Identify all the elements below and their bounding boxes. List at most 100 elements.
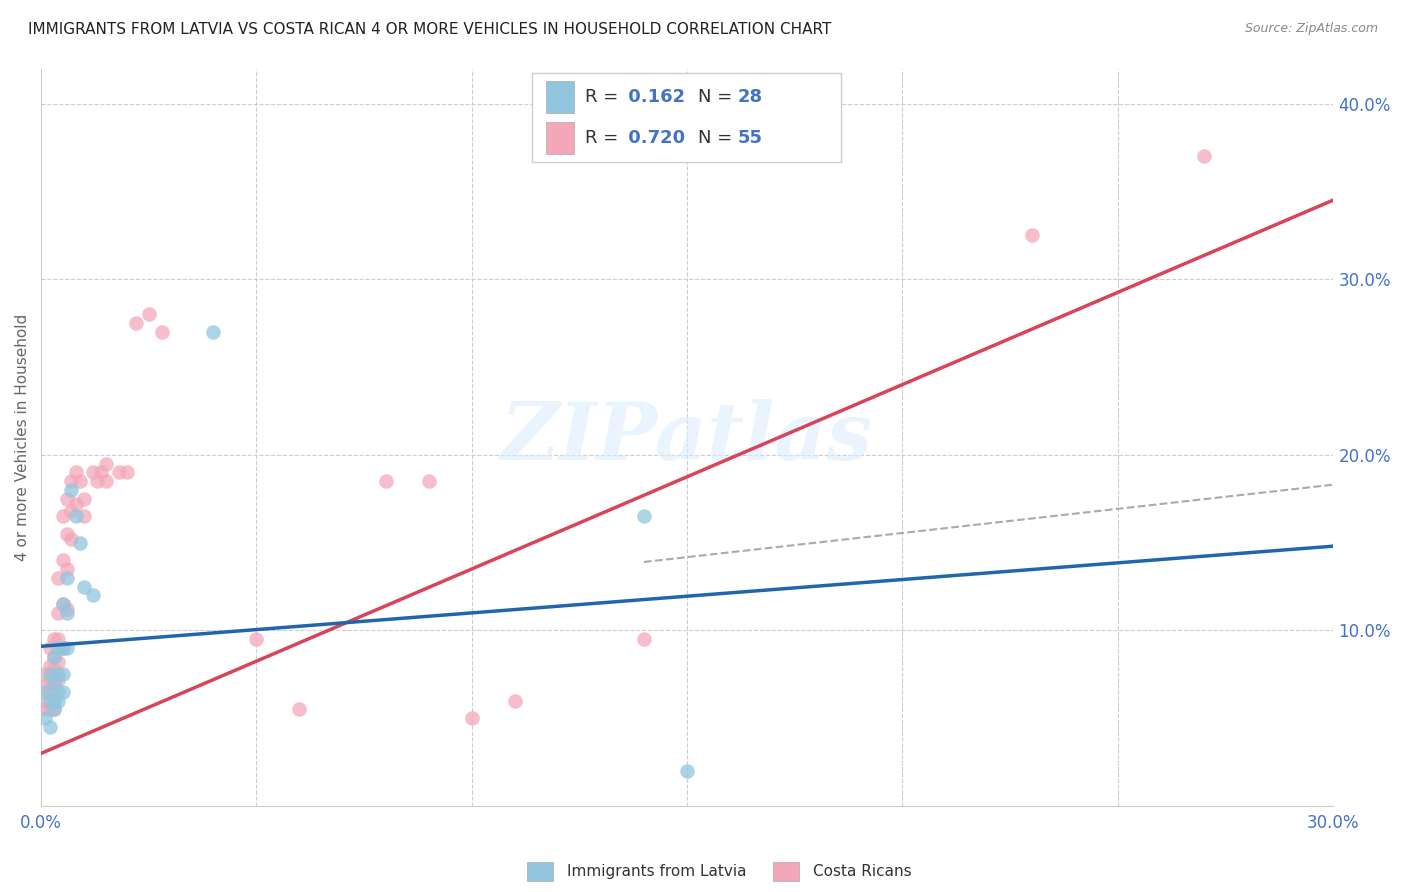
Point (46, 606, 69, 620)
Point (82, 588, 104, 602)
Point (42, 690, 65, 705)
Text: 55: 55 (737, 129, 762, 147)
Point (34, 694, 56, 708)
Text: 28: 28 (737, 88, 762, 106)
FancyBboxPatch shape (531, 73, 841, 162)
Point (38, 673, 60, 687)
Point (90, 466, 112, 480)
Point (202, 325, 225, 339)
Point (52, 685, 75, 699)
Point (46, 571, 69, 585)
Point (46, 632, 69, 647)
Point (73, 491, 96, 506)
Point (69, 474, 91, 488)
Point (461, 711, 484, 725)
Point (65, 466, 87, 480)
Point (46, 640, 69, 655)
Point (34, 711, 56, 725)
Point (42, 649, 65, 664)
Point (676, 764, 699, 778)
Text: N =: N = (697, 88, 738, 106)
Point (150, 325, 173, 339)
Point (60, 483, 83, 497)
Point (73, 580, 96, 594)
Point (38, 658, 60, 673)
Point (107, 466, 129, 480)
FancyBboxPatch shape (546, 122, 574, 154)
Point (38, 694, 60, 708)
Point (56, 527, 79, 541)
Point (42, 694, 65, 708)
Point (82, 466, 104, 480)
Point (46, 655, 69, 669)
Point (374, 474, 396, 488)
Point (60, 474, 83, 488)
Point (1021, 228, 1043, 243)
Point (125, 316, 148, 330)
Point (42, 702, 65, 716)
Text: 0.162: 0.162 (621, 88, 685, 106)
Point (34, 667, 56, 681)
FancyBboxPatch shape (773, 862, 799, 881)
Point (46, 694, 69, 708)
Point (288, 702, 311, 716)
Point (94, 474, 117, 488)
Point (52, 667, 75, 681)
Point (245, 632, 267, 647)
Point (52, 509, 75, 524)
Point (52, 597, 75, 611)
Point (633, 632, 655, 647)
Text: R =: R = (585, 129, 624, 147)
Point (56, 562, 79, 576)
Point (60, 532, 83, 546)
Point (42, 676, 65, 690)
Point (115, 466, 138, 480)
Point (42, 702, 65, 716)
Point (56, 640, 79, 655)
Point (60, 504, 83, 518)
Point (65, 509, 87, 524)
Point (38, 640, 60, 655)
Point (42, 676, 65, 690)
Point (94, 457, 117, 471)
Point (42, 662, 65, 676)
Text: ZIPatlas: ZIPatlas (501, 399, 873, 476)
Point (418, 474, 440, 488)
Point (46, 673, 69, 687)
Text: N =: N = (697, 129, 738, 147)
Point (69, 535, 91, 549)
Point (34, 685, 56, 699)
Point (38, 702, 60, 716)
Point (46, 667, 69, 681)
Point (34, 702, 56, 716)
Point (34, 680, 56, 694)
Point (42, 649, 65, 664)
Point (52, 640, 75, 655)
FancyBboxPatch shape (546, 81, 574, 113)
Point (42, 632, 65, 647)
Point (86, 474, 108, 488)
Point (56, 491, 79, 506)
FancyBboxPatch shape (527, 862, 553, 881)
Point (46, 685, 69, 699)
Point (56, 571, 79, 585)
Point (52, 640, 75, 655)
Point (38, 685, 60, 699)
Point (52, 553, 75, 567)
Point (503, 694, 526, 708)
Text: Immigrants from Latvia: Immigrants from Latvia (567, 864, 747, 879)
Y-axis label: 4 or more Vehicles in Household: 4 or more Vehicles in Household (15, 314, 30, 561)
Text: IMMIGRANTS FROM LATVIA VS COSTA RICAN 4 OR MORE VEHICLES IN HOUSEHOLD CORRELATIO: IMMIGRANTS FROM LATVIA VS COSTA RICAN 4 … (28, 22, 831, 37)
Point (38, 667, 60, 681)
Text: Source: ZipAtlas.com: Source: ZipAtlas.com (1244, 22, 1378, 36)
Point (38, 720, 60, 734)
Point (56, 602, 79, 616)
Point (56, 606, 79, 620)
Text: Costa Ricans: Costa Ricans (813, 864, 911, 879)
Point (633, 509, 655, 524)
Point (65, 497, 87, 511)
Point (138, 307, 160, 321)
Text: 0.720: 0.720 (621, 129, 685, 147)
Point (1192, 149, 1215, 163)
Point (52, 597, 75, 611)
